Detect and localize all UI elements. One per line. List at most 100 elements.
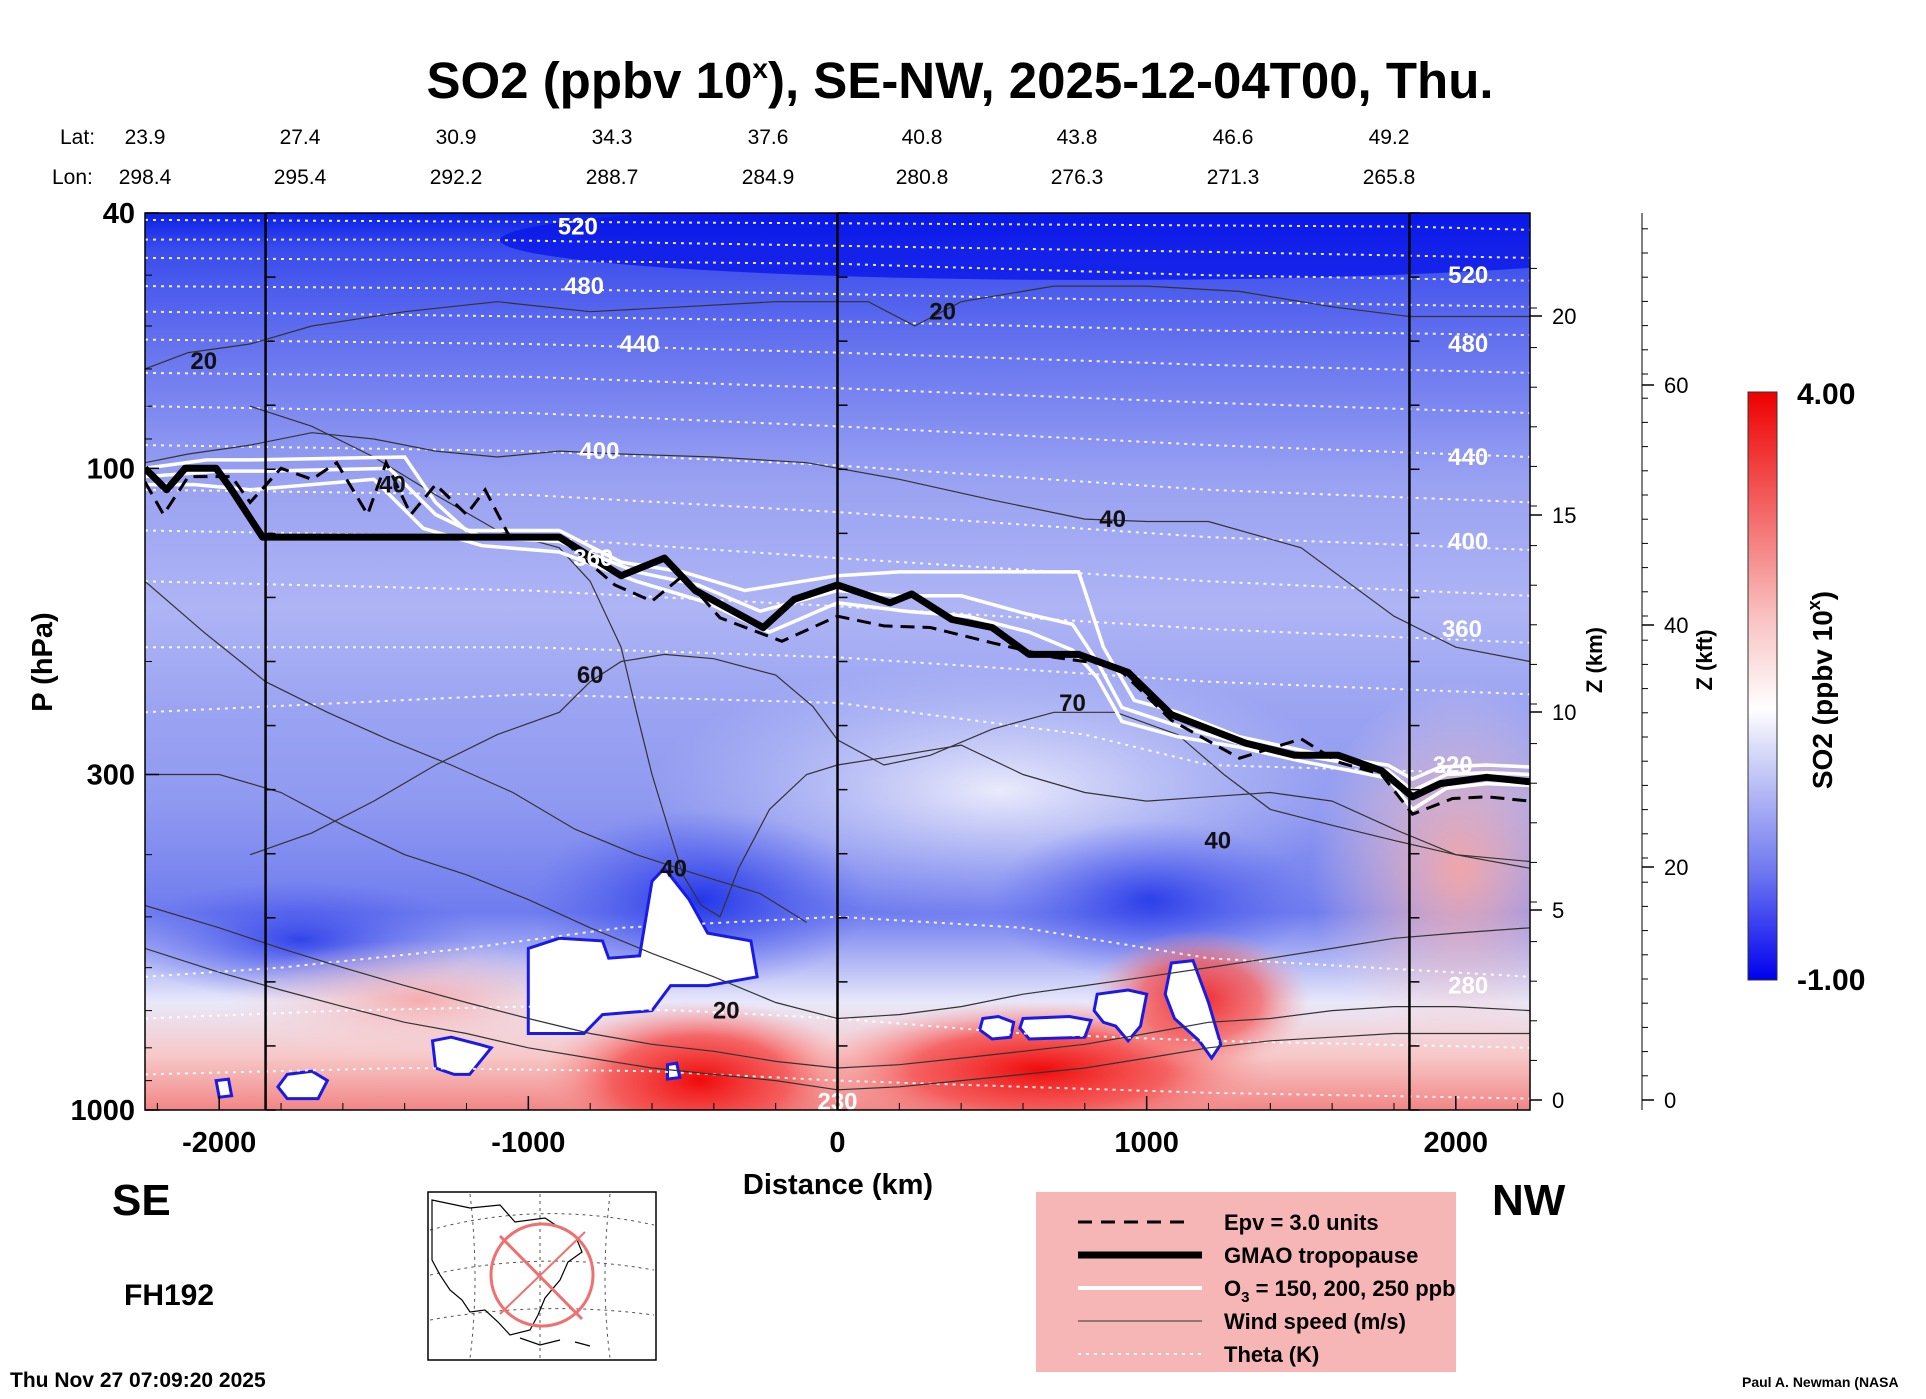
colorbar-max-label: 4.00 [1797,378,1855,411]
theta-line [145,310,1530,337]
wind-label: 20 [190,348,217,375]
y-axis-ticks: 40 100 300 1000 [70,198,159,1127]
so2-upper-blue [500,213,1530,280]
wind-speed-line [145,947,1530,1091]
lat-value: 30.9 [436,126,477,149]
x-axis-ticks: -2000 -1000 0 1000 2000 [156,1096,1519,1159]
missing-data-region [977,1014,1016,1041]
y-tick-label: 1000 [70,1095,135,1127]
chart-title: SO2 (ppbv 10x), SE-NW, 2025-12-04T00, Th… [426,52,1493,109]
missing-data-region [430,1035,494,1076]
epv-line [145,458,1530,817]
missing-data-regions [214,866,1223,1101]
wind-speed-line [145,580,807,923]
tropopause-line-path [145,464,1530,801]
lon-value: 284.9 [742,166,795,189]
so2-red-low-1 [540,1000,860,1110]
missing-data-region [214,1077,234,1099]
colorbar [1747,391,1778,981]
missing-data-region [1092,988,1149,1044]
theta-label: 440 [1448,444,1488,471]
theta-label: 360 [573,545,613,572]
direction-left-label: SE [112,1176,171,1225]
x-tick-label: -2000 [182,1127,256,1159]
ozone-line [145,455,1530,782]
tropopause-line [145,464,1530,801]
so2-pink-low [220,940,620,1060]
y-tick-label: 300 [87,759,135,791]
inset-map-graticule [429,1193,655,1359]
lat-value: 34.3 [592,126,633,149]
y-axis-label: P (hPa) [27,612,59,711]
legend: Epv = 3.0 units GMAO tropopause O3 = 150… [1036,1192,1456,1372]
theta-label: 280 [1448,973,1488,1000]
z-km-tick-label: 5 [1552,898,1564,923]
theta-lines [145,218,1530,1100]
credit-label: Paul A. Newman (NASA [1742,1374,1899,1390]
z-km-tick-label: 20 [1552,304,1576,329]
y-tick-label: 40 [103,198,135,230]
legend-wind-label: Wind speed (m/s) [1224,1309,1406,1334]
z-kft-tick-label: 40 [1664,613,1688,638]
legend-epv-label: Epv = 3.0 units [1224,1210,1379,1235]
z-kft-label: Z (kft) [1692,629,1717,690]
wind-label: 40 [660,855,687,882]
theta-label: 480 [1448,331,1488,358]
theta-label: 400 [1448,528,1488,555]
wind-label: 40 [1204,827,1231,854]
lat-value: 27.4 [280,126,321,149]
wind-label: 20 [713,998,740,1025]
z-kft-tick-label: 20 [1664,855,1688,880]
theta-label: 320 [1433,752,1473,779]
lon-label: Lon: [52,166,93,189]
colorbar-label: SO2 (ppbv 10x) [1804,591,1838,789]
colorbar-min-label: -1.00 [1797,964,1865,997]
wind-label: 40 [379,472,406,499]
lon-value: 292.2 [430,166,483,189]
theta-line [145,1066,1530,1100]
x-tick-label: 0 [829,1127,845,1159]
forecast-hour-label: FH192 [124,1279,214,1312]
z-kft-ticks: 0 20 40 60 [1642,228,1688,1113]
lon-value: 295.4 [274,166,327,189]
theta-line [145,256,1530,282]
wind-speed-line [145,432,1530,663]
lat-value: 40.8 [902,126,943,149]
so2-field: 520480440400360230520480440400360320280 … [145,213,1530,1110]
x-axis-label: Distance (km) [743,1169,933,1201]
theta-label: 440 [620,331,660,358]
missing-data-region [526,866,759,1035]
inset-map [427,1191,657,1361]
lat-lon-row: 23.9 27.4 30.9 34.3 37.6 40.8 43.8 46.6 49.2 298.… [119,126,1416,189]
theta-label: 360 [1442,616,1482,643]
legend-tropopause-label: GMAO tropopause [1224,1243,1418,1268]
x-tick-label: 2000 [1424,1127,1489,1159]
missing-data-region [1018,1014,1094,1041]
z-km-tick-label: 0 [1552,1088,1564,1113]
lat-value: 23.9 [125,126,166,149]
inset-map-islands [519,1337,591,1347]
x-tick-label: 1000 [1114,1127,1179,1159]
lon-value: 265.8 [1363,166,1416,189]
theta-label: 520 [1448,262,1488,289]
wind-label: 40 [1099,506,1126,533]
z-kft-tick-label: 60 [1664,373,1688,398]
timestamp-label: Thu Nov 27 07:09:20 2025 [10,1369,266,1392]
epv-line-path [145,458,1530,817]
z-km-ticks: 0 5 10 15 20 [1530,267,1576,1113]
inset-map-cross-line [499,1231,586,1315]
lon-value: 271.3 [1207,166,1260,189]
z-km-tick-label: 10 [1552,700,1576,725]
wind-labels: 20 20 40 40 40 40 60 70 20 [190,299,1231,1025]
missing-data-region [276,1069,330,1101]
lon-value: 276.3 [1051,166,1104,189]
missing-data-region [666,1061,682,1081]
z-kft-tick-label: 0 [1664,1088,1676,1113]
theta-label: 400 [579,438,619,465]
direction-right-label: NW [1492,1176,1566,1225]
x-tick-label: -1000 [491,1127,565,1159]
theta-line [145,238,1530,259]
lat-value: 43.8 [1057,126,1098,149]
